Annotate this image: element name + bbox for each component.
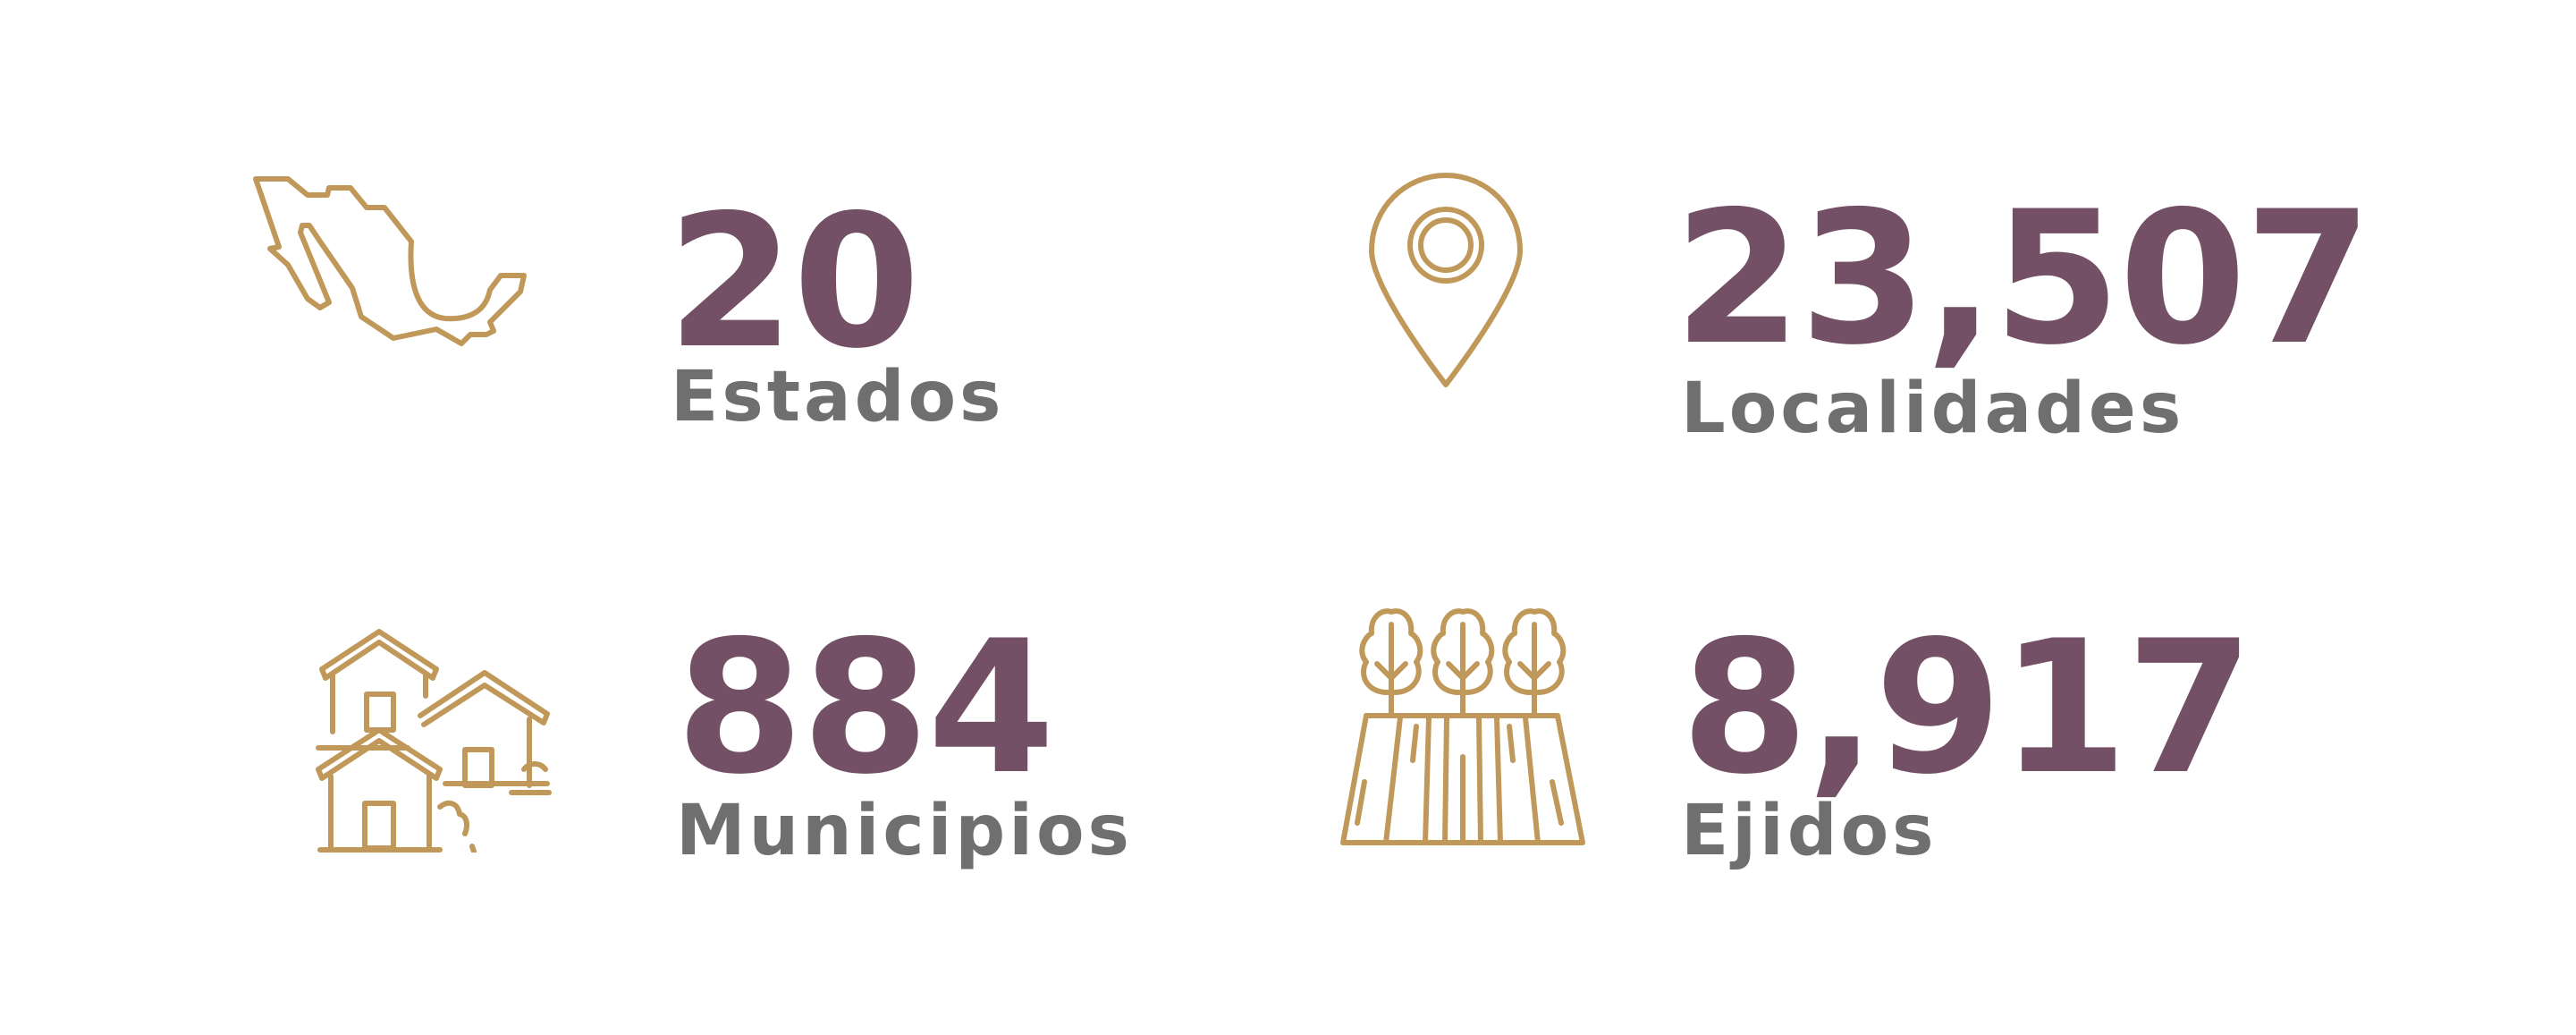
stat-value-municipios: 884: [676, 602, 1055, 815]
stat-value-estados: 20: [667, 176, 920, 389]
stat-label-municipios: Municipios: [676, 791, 1133, 871]
trees-field-icon: [1339, 581, 1585, 850]
stat-label-localidades: Localidades: [1681, 369, 2185, 449]
houses-icon: [315, 615, 556, 853]
stat-label-estados: Estados: [671, 357, 1005, 437]
mexico-map-icon: [252, 172, 574, 386]
stat-value-ejidos: 8,917: [1681, 602, 2253, 815]
stat-label-ejidos: Ejidos: [1681, 791, 1938, 871]
stat-value-localidades: 23,507: [1674, 173, 2372, 386]
location-pin-icon: [1361, 168, 1531, 392]
